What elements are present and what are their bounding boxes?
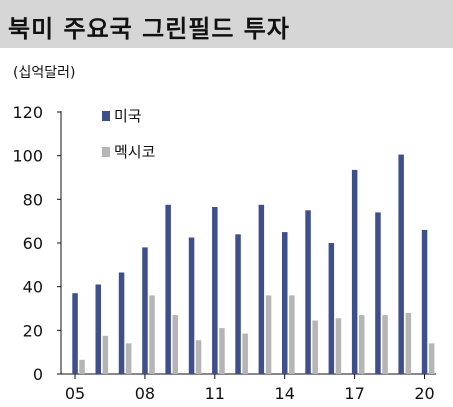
- bar-us-2012: [235, 234, 241, 374]
- bar-us-2020: [421, 229, 428, 374]
- x-tick-label: 11: [205, 384, 225, 403]
- bar-us-2007: [118, 272, 125, 374]
- bar-mexico-2019: [405, 312, 412, 374]
- bar-mexico-2014: [289, 295, 295, 374]
- bar-mexico-2008: [149, 295, 155, 374]
- legend-label-mexico: 멕시코: [114, 143, 155, 161]
- x-tick-label: 08: [135, 384, 155, 403]
- bar-us-2008: [142, 247, 148, 374]
- y-tick-label: 20: [23, 321, 43, 340]
- legend-swatch-mexico: [102, 147, 110, 157]
- bar-mexico-2015: [312, 320, 318, 374]
- y-tick-label: 60: [23, 234, 43, 253]
- bar-us-2006: [95, 284, 101, 374]
- y-tick-label: 100: [12, 147, 43, 166]
- bar-us-2016: [328, 243, 335, 374]
- bar-mexico-2017: [359, 315, 365, 374]
- y-tick-label: 40: [23, 278, 43, 297]
- x-tick-label: 14: [275, 384, 295, 403]
- bar-mexico-2013: [265, 295, 272, 374]
- x-tick-label: 17: [344, 384, 364, 403]
- bar-mexico-2006: [102, 335, 109, 374]
- x-tick-label: 05: [65, 384, 85, 403]
- bar-us-2009: [165, 204, 171, 374]
- bar-us-2014: [282, 232, 288, 374]
- bar-us-2005: [72, 293, 78, 374]
- bar-us-2015: [305, 210, 311, 375]
- bar-mexico-2009: [172, 315, 178, 374]
- bar-mexico-2016: [335, 318, 342, 374]
- bar-mexico-2012: [242, 333, 248, 374]
- chart-title: 북미 주요국 그린필드 투자: [8, 15, 290, 43]
- title-bar: 북미 주요국 그린필드 투자: [0, 0, 453, 48]
- bar-mexico-2011: [219, 328, 225, 374]
- y-tick-label: 0: [33, 365, 43, 384]
- bar-us-2018: [375, 212, 381, 374]
- y-tick-label: 80: [23, 190, 43, 209]
- bar-mexico-2007: [125, 343, 132, 374]
- y-tick-label: 120: [12, 103, 43, 122]
- bar-mexico-2020: [428, 343, 435, 374]
- legend-swatch-us: [102, 111, 110, 121]
- bar-mexico-2010: [195, 340, 202, 374]
- bar-mexico-2005: [79, 359, 85, 374]
- legend-label-us: 미국: [114, 107, 142, 125]
- bar-us-2017: [351, 169, 358, 374]
- bar-us-2019: [398, 154, 404, 374]
- x-tick-label: 20: [414, 384, 434, 403]
- bar-us-2013: [258, 204, 265, 374]
- bar-us-2010: [188, 237, 195, 374]
- bar-mexico-2018: [382, 315, 388, 374]
- unit-label: (십억달러): [13, 65, 76, 81]
- bar-us-2011: [212, 207, 218, 374]
